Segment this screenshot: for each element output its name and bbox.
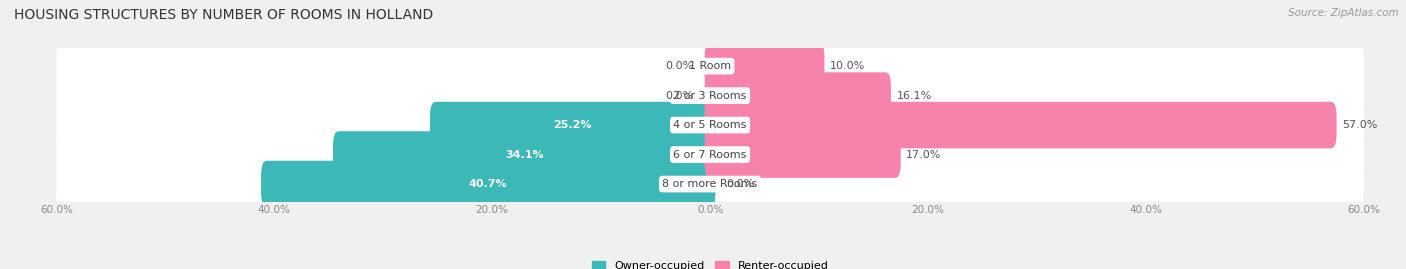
FancyBboxPatch shape [704, 43, 824, 89]
FancyBboxPatch shape [704, 102, 1337, 148]
Text: 10.0%: 10.0% [830, 61, 865, 71]
FancyBboxPatch shape [430, 102, 716, 148]
Text: 4 or 5 Rooms: 4 or 5 Rooms [673, 120, 747, 130]
Legend: Owner-occupied, Renter-occupied: Owner-occupied, Renter-occupied [588, 257, 832, 269]
Text: 16.1%: 16.1% [897, 91, 932, 101]
FancyBboxPatch shape [56, 105, 1364, 145]
Text: 0.0%: 0.0% [727, 179, 755, 189]
Text: 1 Room: 1 Room [689, 61, 731, 71]
Text: 34.1%: 34.1% [505, 150, 544, 160]
FancyBboxPatch shape [333, 131, 716, 178]
FancyBboxPatch shape [56, 76, 1364, 115]
Text: 8 or more Rooms: 8 or more Rooms [662, 179, 758, 189]
FancyBboxPatch shape [56, 164, 1364, 204]
Text: 17.0%: 17.0% [905, 150, 942, 160]
Text: 2 or 3 Rooms: 2 or 3 Rooms [673, 91, 747, 101]
Text: 0.0%: 0.0% [665, 61, 693, 71]
Text: 57.0%: 57.0% [1343, 120, 1378, 130]
FancyBboxPatch shape [704, 131, 901, 178]
Text: HOUSING STRUCTURES BY NUMBER OF ROOMS IN HOLLAND: HOUSING STRUCTURES BY NUMBER OF ROOMS IN… [14, 8, 433, 22]
FancyBboxPatch shape [56, 46, 1364, 86]
Text: 25.2%: 25.2% [554, 120, 592, 130]
Text: 0.0%: 0.0% [665, 91, 693, 101]
FancyBboxPatch shape [262, 161, 716, 207]
Text: Source: ZipAtlas.com: Source: ZipAtlas.com [1288, 8, 1399, 18]
Text: 6 or 7 Rooms: 6 or 7 Rooms [673, 150, 747, 160]
FancyBboxPatch shape [56, 135, 1364, 174]
FancyBboxPatch shape [704, 72, 891, 119]
Text: 40.7%: 40.7% [470, 179, 508, 189]
